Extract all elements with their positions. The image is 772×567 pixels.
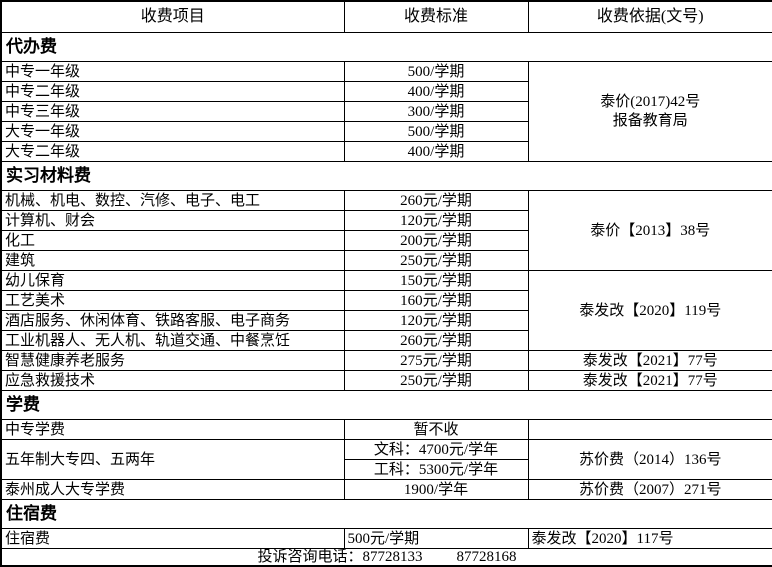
- table-row: 建筑 250元/学期: [0, 250, 772, 271]
- table-row: 机械、机电、数控、汽修、电子、电工 260元/学期 泰价【2013】38号: [0, 190, 772, 271]
- section-row: 学费: [0, 390, 772, 420]
- fee-standard-cell: 250元/学期: [343, 370, 529, 391]
- fee-item-cell: 化工: [0, 230, 345, 251]
- fee-item-cell: 机械、机电、数控、汽修、电子、电工: [0, 190, 345, 211]
- fee-standard-cell: 1900/学年: [343, 479, 529, 500]
- table-row: 大专一年级 500/学期: [0, 121, 772, 142]
- fee-standard-cell: 150元/学期: [343, 270, 529, 291]
- fee-item-cell: 幼儿保育: [0, 270, 345, 291]
- fee-standard-cell: 260元/学期: [343, 330, 529, 351]
- fee-item-cell: 中专一年级: [0, 61, 345, 82]
- fee-standard-cell: 260元/学期: [343, 190, 529, 211]
- section-row: 实习材料费: [0, 161, 772, 191]
- fee-standard-cell: 275元/学期: [343, 350, 529, 371]
- fee-item-cell: 应急救援技术: [0, 370, 345, 391]
- table-row: 中专一年级 500/学期 泰价(2017)42号 报备教育局: [0, 61, 772, 162]
- table-row: 智慧健康养老服务 275元/学期 泰发改【2021】77号: [0, 350, 772, 371]
- phone-number: 87728133: [362, 549, 423, 565]
- col-header-basis: 收费依据(文号): [527, 0, 772, 33]
- section-row: 代办费: [0, 32, 772, 62]
- header-row: 收费项目 收费标准 收费依据(文号): [0, 0, 772, 33]
- fee-basis-cell: 泰发改【2021】77号: [527, 370, 772, 391]
- fee-basis-cell-merged: 泰价【2013】38号: [527, 190, 772, 271]
- fee-basis-cell: 泰发改【2020】117号: [527, 528, 772, 549]
- table-row: 工业机器人、无人机、轨道交通、中餐烹饪 260元/学期: [0, 330, 772, 351]
- fee-item-cell: 中专三年级: [0, 101, 345, 122]
- section-header-agency-fee: 代办费: [0, 32, 772, 62]
- footer-note: 投诉咨询电话：87728133 87728168: [0, 548, 772, 567]
- basis-line: 报备教育局: [612, 112, 688, 129]
- table-row: 应急救援技术 250元/学期 泰发改【2021】77号: [0, 370, 772, 391]
- footer-label: 投诉咨询电话：: [257, 549, 363, 565]
- fee-item-cell: 工艺美术: [0, 290, 345, 311]
- table-row: 酒店服务、休闲体育、铁路客服、电子商务 120元/学期: [0, 310, 772, 331]
- fee-basis-cell-merged: 泰发改【2020】119号: [527, 270, 772, 351]
- table-row: 中专学费 暂不收: [0, 419, 772, 440]
- fee-standard-cell: 500元/学期: [343, 528, 529, 549]
- fee-basis-cell: [527, 419, 772, 440]
- fee-item-cell: 泰州成人大专学费: [0, 479, 345, 500]
- fee-standard-cell: 400/学期: [343, 141, 529, 162]
- col-header-standard: 收费标准: [343, 0, 529, 33]
- footer-row: 投诉咨询电话：87728133 87728168: [0, 548, 772, 567]
- fee-standard-cell: 文科：4700元/学年: [343, 439, 529, 460]
- fee-item-cell: 智慧健康养老服务: [0, 350, 345, 371]
- fee-item-cell: 建筑: [0, 250, 345, 271]
- fee-standard-cell: 工科：5300元/学年: [343, 459, 529, 480]
- fee-item-cell: 工业机器人、无人机、轨道交通、中餐烹饪: [0, 330, 345, 351]
- fee-standard-cell: 500/学期: [343, 121, 529, 142]
- fee-item-cell-merged: 五年制大专四、五两年: [0, 439, 345, 480]
- section-header-tuition: 学费: [0, 390, 772, 420]
- table-row: 计算机、财会 120元/学期: [0, 210, 772, 231]
- fee-item-cell: 住宿费: [0, 528, 345, 549]
- section-header-accommodation-fee: 住宿费: [0, 499, 772, 529]
- fee-standard-cell: 400/学期: [343, 81, 529, 102]
- fee-standard-cell: 300/学期: [343, 101, 529, 122]
- col-header-item: 收费项目: [0, 0, 345, 33]
- table-row: 工艺美术 160元/学期: [0, 290, 772, 311]
- fee-basis-cell-merged: 泰价(2017)42号 报备教育局: [527, 61, 772, 162]
- fee-item-cell: 大专一年级: [0, 121, 345, 142]
- table-row: 工科：5300元/学年: [1, 459, 772, 480]
- phone-number: 87728168: [456, 549, 517, 565]
- basis-line: 泰价(2017)42号: [600, 93, 701, 110]
- fee-item-cell: 计算机、财会: [0, 210, 345, 231]
- fee-standard-cell: 120元/学期: [343, 310, 529, 331]
- section-row: 住宿费: [0, 499, 772, 529]
- table-row: 幼儿保育 150元/学期 泰发改【2020】119号: [0, 270, 772, 351]
- fee-basis-cell: 泰发改【2021】77号: [527, 350, 772, 371]
- fee-standard-cell: 160元/学期: [343, 290, 529, 311]
- fee-basis-cell: 苏价费（2007）271号: [527, 479, 772, 500]
- fee-item-cell: 中专二年级: [0, 81, 345, 102]
- fee-standard-cell: 200元/学期: [343, 230, 529, 251]
- table-row: 泰州成人大专学费 1900/学年 苏价费（2007）271号: [0, 479, 772, 500]
- table-row: 住宿费 500元/学期 泰发改【2020】117号: [0, 528, 772, 549]
- fee-basis-cell-merged: 苏价费（2014）136号: [527, 439, 772, 480]
- fee-item-cell: 大专二年级: [0, 141, 345, 162]
- table-row: 五年制大专四、五两年 文科：4700元/学年 苏价费（2014）136号: [0, 439, 772, 480]
- fee-standard-cell: 500/学期: [343, 61, 529, 82]
- fee-standard-cell: 250元/学期: [343, 250, 529, 271]
- fee-item-cell: 中专学费: [0, 419, 345, 440]
- fee-standard-cell: 120元/学期: [343, 210, 529, 231]
- fee-standard-cell: 暂不收: [343, 419, 529, 440]
- section-header-practice-material-fee: 实习材料费: [0, 161, 772, 191]
- fee-item-cell: 酒店服务、休闲体育、铁路客服、电子商务: [0, 310, 345, 331]
